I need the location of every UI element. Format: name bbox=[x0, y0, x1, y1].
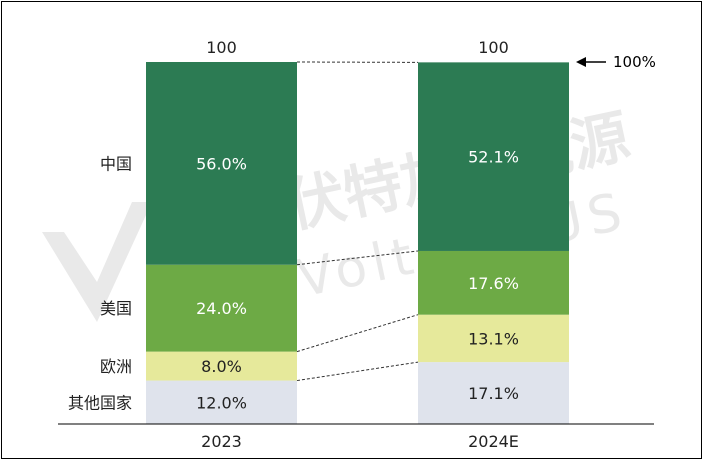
legend-label: 欧洲 bbox=[100, 357, 132, 376]
data-label: 52.1% bbox=[468, 148, 519, 167]
total-label: 100 bbox=[478, 38, 509, 57]
bar-segment bbox=[146, 264, 297, 352]
legend-label: 美国 bbox=[100, 299, 132, 318]
connector-lines bbox=[296, 61, 419, 382]
annotation: 100% bbox=[576, 53, 656, 71]
total-label: 100 bbox=[206, 38, 237, 57]
bars-layer bbox=[146, 62, 569, 424]
data-label: 17.6% bbox=[468, 274, 519, 293]
data-label: 12.0% bbox=[196, 393, 247, 412]
bar-segment bbox=[418, 250, 569, 315]
data-label: 17.1% bbox=[468, 384, 519, 403]
arrow-left-icon bbox=[576, 57, 586, 67]
data-label: 24.0% bbox=[196, 299, 247, 318]
bar-segment bbox=[418, 362, 569, 424]
connector-line bbox=[296, 361, 419, 382]
data-label: 56.0% bbox=[196, 154, 247, 173]
x-tick-label: 2023 bbox=[201, 432, 242, 451]
bar-segment bbox=[146, 380, 297, 424]
bar-segment bbox=[418, 62, 569, 251]
connector-line bbox=[296, 314, 419, 353]
x-tick-label: 2024E bbox=[468, 432, 519, 451]
bar-segment bbox=[146, 351, 297, 381]
total-labels: 100 100 bbox=[206, 38, 509, 57]
connector-line bbox=[296, 250, 419, 266]
bar-segment bbox=[418, 314, 569, 363]
bar-segment bbox=[146, 62, 297, 265]
legend: 其他国家 欧洲 美国 中国 bbox=[68, 154, 132, 412]
legend-label: 中国 bbox=[100, 154, 132, 173]
data-label: 13.1% bbox=[468, 329, 519, 348]
data-label: 8.0% bbox=[201, 357, 242, 376]
legend-label: 其他国家 bbox=[68, 393, 132, 412]
annotation-label: 100% bbox=[613, 53, 656, 71]
segment-labels: 12.0% 8.0% 24.0% 56.0% 17.1% 13.1% 17.6% 52.1% bbox=[196, 148, 519, 413]
x-axis-tick-labels: 2023 2024E bbox=[201, 432, 519, 451]
